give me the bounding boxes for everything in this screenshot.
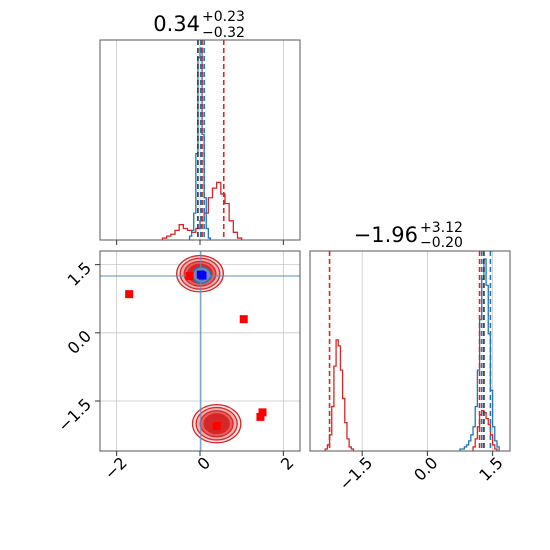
tl-hist-series	[188, 47, 212, 240]
bl-red-marker	[258, 408, 267, 417]
title-bottom-right: −1.96	[354, 223, 418, 247]
histogram-panel-bottom-right: −1.5 0.0 1.5	[309, 250, 511, 494]
title-bottom-right-plus: +3.12	[420, 220, 463, 236]
bl-xtick-label: 0	[194, 453, 215, 474]
bl-red-marker	[185, 272, 194, 280]
bl-ytick-label: −1.5	[54, 395, 95, 436]
br-xtick-label: −1.5	[335, 453, 376, 494]
bl-xtick-label: 2	[277, 453, 298, 474]
bl-ytick-label: 1.5	[64, 258, 95, 289]
br-frame	[309, 250, 511, 452]
br-xtick-label: 1.5	[475, 453, 506, 484]
title-top-left-plus: +0.23	[202, 9, 245, 25]
title-top-left-minus: −0.32	[202, 25, 245, 41]
bl-red-marker	[239, 315, 248, 324]
br-hist-series	[472, 409, 498, 451]
br-xtick-label: 0.0	[410, 453, 441, 484]
bl-xtick-label: −2	[101, 453, 131, 483]
scatter-panel-bottom-left: −2 0 2 −1.5 0.0 1.5	[54, 250, 301, 483]
bl-ytick-label: 0.0	[64, 326, 95, 357]
bl-plot-area	[100, 251, 300, 451]
title-top-left: 0.34	[153, 12, 200, 36]
title-bottom-right-minus: −0.20	[420, 235, 463, 251]
bl-red-marker	[256, 412, 265, 421]
bl-blue-marker	[198, 271, 207, 280]
bl-red-marker	[212, 422, 221, 430]
histogram-panel-top-left	[99, 39, 301, 245]
bl-red-marker	[125, 290, 134, 299]
